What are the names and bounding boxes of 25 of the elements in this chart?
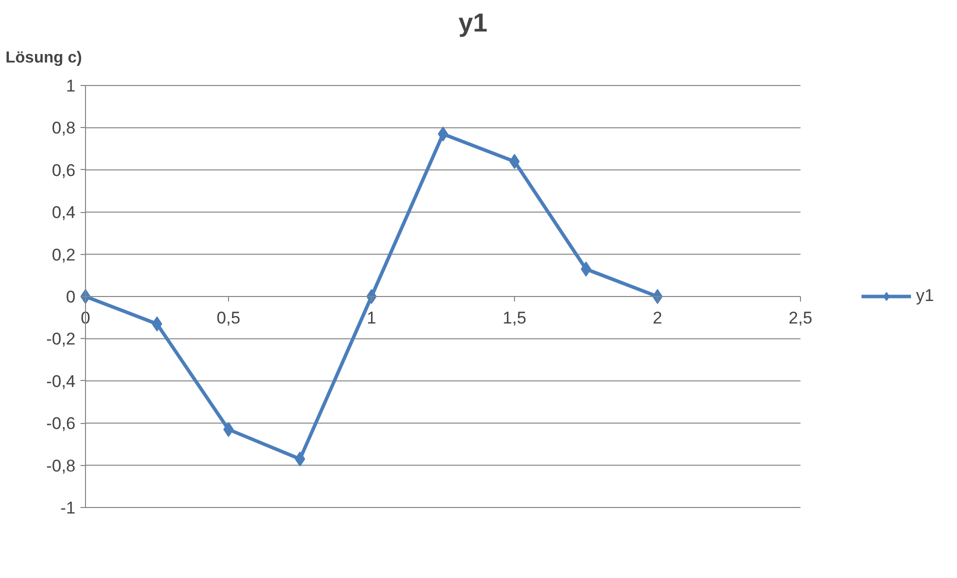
y-tick-label: -1 [60,498,76,518]
point [152,316,162,332]
y-tick-label: 0,4 [52,203,76,222]
y-tick-label: 1 [66,76,76,96]
point [509,154,520,169]
y-tick-label: 0,6 [52,160,76,180]
x-tick-label: 1 [366,308,376,328]
point [438,126,448,142]
text: Lösung c) [6,50,82,66]
point [223,422,234,437]
y-tick-label: 0,2 [52,245,76,264]
chart-title: y1 [458,8,488,38]
x-tick-label: 1,5 [502,308,526,328]
y-tick-label: -0,4 [46,372,76,391]
point [294,451,306,466]
y-tick-label: -0,6 [46,414,76,434]
y-tick-label: -0,2 [46,330,76,349]
y-tick-label: -0,8 [46,456,76,476]
x-tick-label: 2,5 [788,308,812,328]
point [580,262,592,277]
legend-label: y1 [916,286,935,306]
y-tick-label: 0,8 [52,118,76,138]
x-tick-label: 0,5 [216,308,240,328]
y-tick-label: 0 [66,288,76,306]
x-tick-label: 2 [652,308,662,328]
